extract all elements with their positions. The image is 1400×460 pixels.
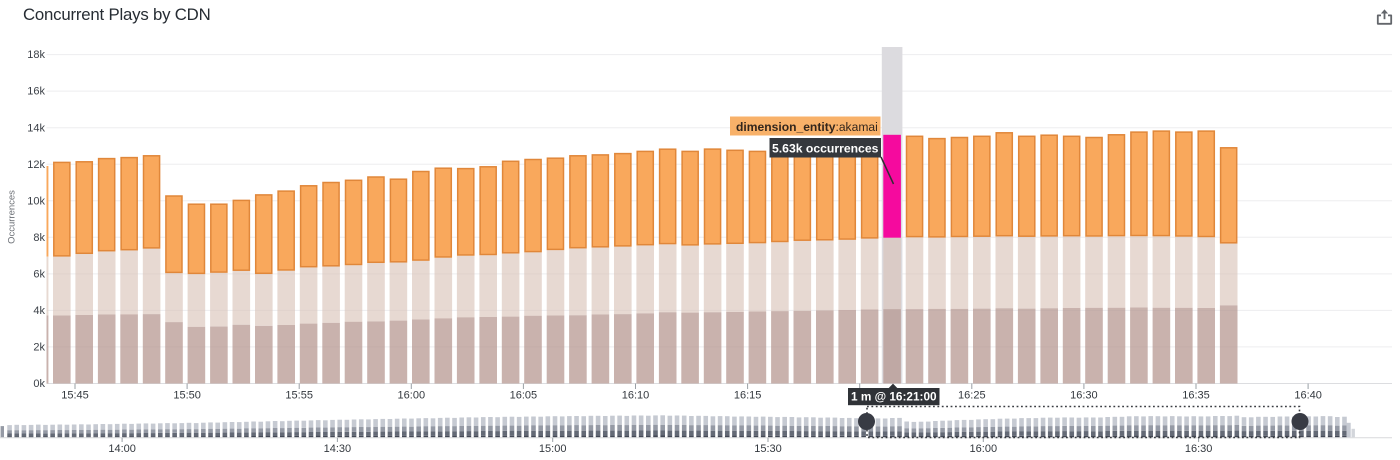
svg-text:16:15: 16:15: [734, 390, 762, 402]
svg-text:5.63k occurrences: 5.63k occurrences: [772, 142, 879, 156]
svg-text:16:00: 16:00: [970, 443, 998, 455]
svg-text:1 m @ 16:21:00: 1 m @ 16:21:00: [851, 390, 937, 404]
svg-text:14k: 14k: [27, 122, 45, 134]
svg-text:Occurrences: Occurrences: [7, 190, 18, 244]
svg-text:15:45: 15:45: [61, 390, 89, 402]
svg-text:16k: 16k: [27, 86, 45, 98]
svg-text:16:30: 16:30: [1185, 443, 1213, 455]
svg-text:18k: 18k: [27, 49, 45, 61]
svg-text:16:40: 16:40: [1294, 390, 1322, 402]
svg-text:16:05: 16:05: [510, 390, 538, 402]
svg-text:14:30: 14:30: [324, 443, 352, 455]
svg-text:dimension_entity:akamai: dimension_entity:akamai: [736, 120, 878, 134]
svg-text:12k: 12k: [27, 159, 45, 171]
svg-text:16:35: 16:35: [1182, 390, 1210, 402]
svg-text:15:50: 15:50: [173, 390, 201, 402]
svg-text:0k: 0k: [33, 378, 45, 390]
svg-text:4k: 4k: [33, 305, 45, 317]
svg-text:15:30: 15:30: [754, 443, 782, 455]
svg-text:15:55: 15:55: [285, 390, 313, 402]
svg-text:15:00: 15:00: [539, 443, 567, 455]
svg-text:16:25: 16:25: [958, 390, 986, 402]
svg-text:2k: 2k: [33, 342, 45, 354]
svg-text:16:10: 16:10: [622, 390, 650, 402]
svg-text:14:00: 14:00: [108, 443, 136, 455]
svg-text:8k: 8k: [33, 232, 45, 244]
svg-text:10k: 10k: [27, 195, 45, 207]
svg-text:16:30: 16:30: [1070, 390, 1098, 402]
svg-text:16:00: 16:00: [398, 390, 426, 402]
svg-text:6k: 6k: [33, 269, 45, 281]
